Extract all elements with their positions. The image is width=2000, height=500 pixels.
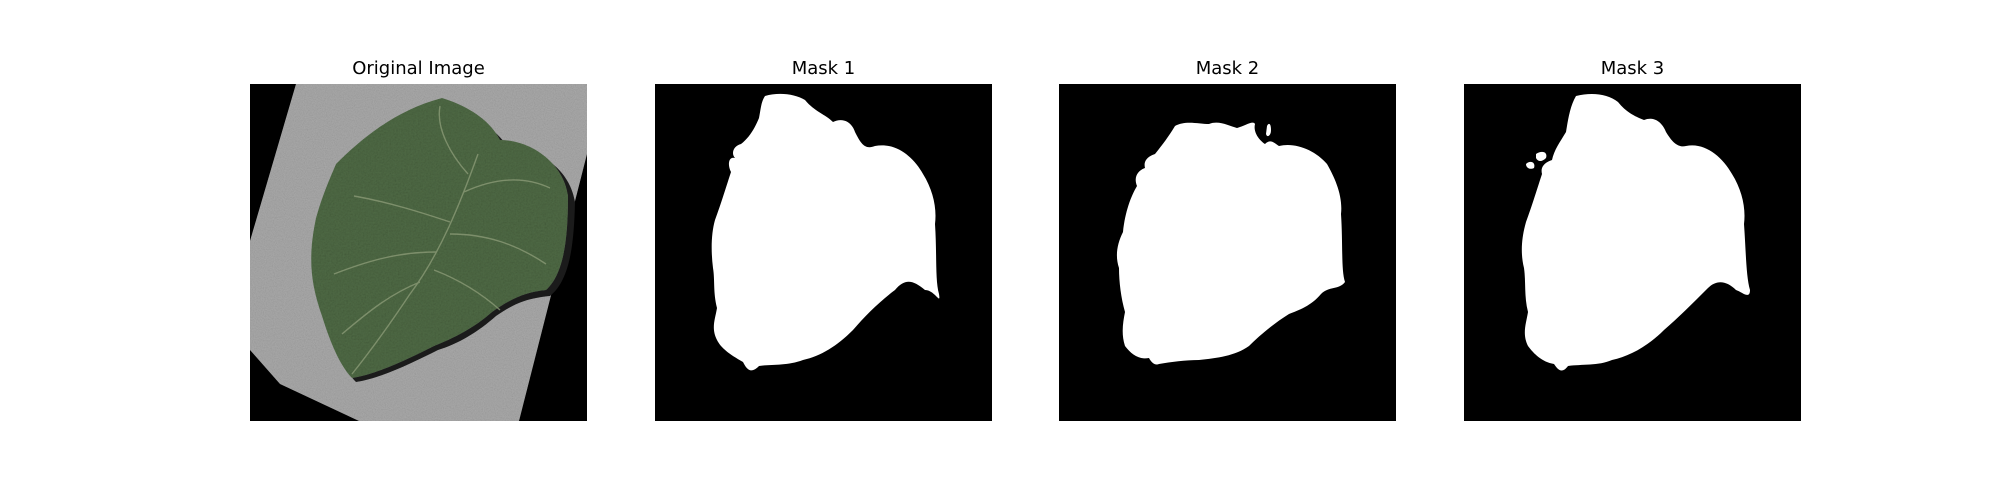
panel-mask-3: Mask 3 bbox=[1464, 0, 1801, 500]
mask-1 bbox=[655, 84, 992, 421]
mask-region bbox=[711, 93, 940, 371]
paper-sheet-dark-corner bbox=[250, 350, 359, 421]
original-leaf-image bbox=[250, 84, 587, 421]
mask-3 bbox=[1464, 84, 1801, 421]
leaf-veins bbox=[333, 105, 551, 375]
panel-mask-2: Mask 2 bbox=[1059, 0, 1396, 500]
panel-original-image: Original Image bbox=[250, 0, 587, 500]
panel-title: Mask 3 bbox=[1600, 58, 1665, 79]
mask-region bbox=[1521, 94, 1750, 371]
mask-3-image bbox=[1464, 84, 1801, 421]
panel-title: Mask 2 bbox=[1195, 58, 1260, 79]
paper-right-edge bbox=[519, 292, 587, 421]
mask-speckle bbox=[1536, 151, 1547, 161]
mask-speckle bbox=[1266, 123, 1271, 137]
mask-2 bbox=[1059, 84, 1396, 421]
mask-region bbox=[1116, 122, 1345, 365]
mask-speckle bbox=[1548, 171, 1553, 176]
panel-title: Original Image bbox=[352, 58, 485, 79]
mask-speckle bbox=[1570, 347, 1581, 356]
panel-mask-1: Mask 1 bbox=[655, 0, 992, 500]
leaf-photo bbox=[250, 84, 587, 421]
panel-title: Mask 1 bbox=[791, 58, 856, 79]
mask-2-image bbox=[1059, 84, 1396, 421]
mask-1-image bbox=[655, 84, 992, 421]
mask-speckle bbox=[1526, 161, 1535, 169]
